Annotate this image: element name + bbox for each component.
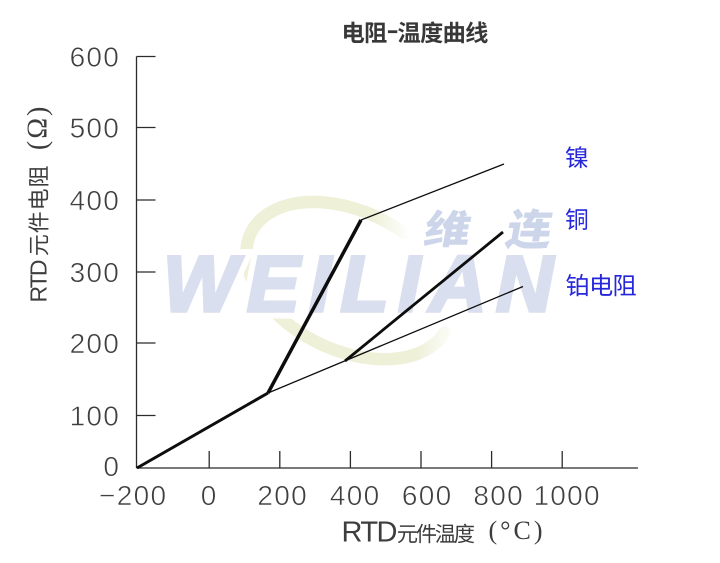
svg-text:−200: −200 bbox=[99, 480, 167, 511]
svg-text:(°C): (°C) bbox=[489, 516, 543, 545]
svg-text:500: 500 bbox=[70, 112, 121, 143]
svg-text:600: 600 bbox=[402, 480, 453, 511]
svg-text:400: 400 bbox=[70, 185, 121, 216]
svg-text:200: 200 bbox=[70, 328, 121, 359]
svg-text:100: 100 bbox=[70, 400, 121, 431]
svg-text:WEILIAN: WEILIAN bbox=[163, 239, 555, 328]
svg-text:0: 0 bbox=[103, 451, 120, 482]
svg-text:RTD: RTD bbox=[26, 260, 52, 303]
svg-text:800: 800 bbox=[473, 480, 524, 511]
svg-text:RTD: RTD bbox=[342, 517, 398, 549]
svg-text:200: 200 bbox=[257, 480, 308, 511]
svg-text:300: 300 bbox=[70, 257, 121, 288]
svg-text:400: 400 bbox=[330, 480, 381, 511]
svg-text:600: 600 bbox=[70, 41, 121, 72]
svg-text:1000: 1000 bbox=[533, 480, 601, 511]
svg-text:0: 0 bbox=[201, 480, 218, 511]
svg-text:(Ω): (Ω) bbox=[23, 107, 54, 151]
